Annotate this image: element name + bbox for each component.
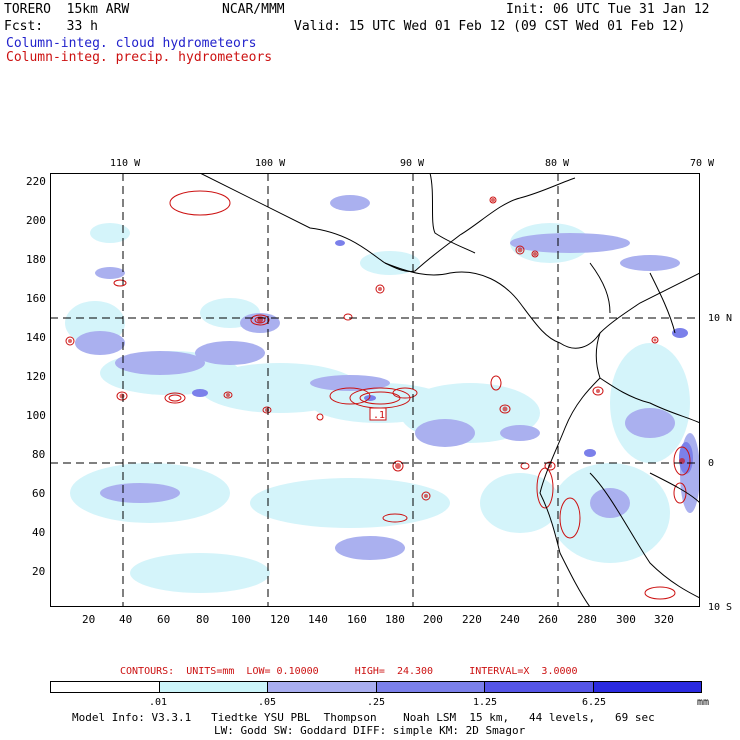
lon-label-100w: 100 W xyxy=(255,158,286,169)
init-time: Init: 06 UTC Tue 31 Jan 12 xyxy=(506,2,710,17)
y-tick: 100 xyxy=(26,409,46,422)
y-tick: 40 xyxy=(32,526,46,539)
y-tick: 220 xyxy=(26,175,46,188)
x-tick: 320 xyxy=(654,613,674,626)
x-tick: 120 xyxy=(270,613,290,626)
lon-label-110w: 110 W xyxy=(110,158,141,169)
contours-info: CONTOURS: UNITS=mm LOW= 0.10000 HIGH= 24… xyxy=(120,666,578,677)
colorbar-label: 6.25 xyxy=(581,697,607,708)
forecast-hour: Fcst: 33 h xyxy=(4,19,98,34)
colorbar-bin xyxy=(485,682,594,692)
colorbar xyxy=(50,681,702,693)
org-label: NCAR/MMM xyxy=(222,2,285,17)
precip-contours xyxy=(65,190,691,600)
colorbar-bin xyxy=(51,682,160,692)
x-tick: 280 xyxy=(577,613,597,626)
model-title: TORERO 15km ARW xyxy=(4,2,130,17)
lon-label-80w: 80 W xyxy=(545,158,570,169)
x-tick: 200 xyxy=(423,613,443,626)
field-precip-label: Column-integ. precip. hydrometeors xyxy=(6,50,273,65)
y-tick: 160 xyxy=(26,292,46,305)
x-tick: 140 xyxy=(308,613,328,626)
model-info-line2: LW: Godd SW: Goddard DIFF: simple KM: 2D… xyxy=(214,724,526,737)
colorbar-label: .05 xyxy=(257,697,277,708)
x-tick: 40 xyxy=(119,613,133,626)
x-tick: 60 xyxy=(157,613,171,626)
x-tick: 220 xyxy=(462,613,482,626)
x-tick: 20 xyxy=(82,613,96,626)
field-cloud-label: Column-integ. cloud hydrometeors xyxy=(6,36,257,51)
cloud-field-medium xyxy=(75,195,700,560)
x-tick: 80 xyxy=(196,613,210,626)
model-info-line1: Model Info: V3.3.1 Tiedtke YSU PBL Thomp… xyxy=(72,711,655,724)
y-tick: 200 xyxy=(26,214,46,227)
y-tick: 80 xyxy=(32,448,46,461)
y-tick: 120 xyxy=(26,370,46,383)
colorbar-bin xyxy=(159,682,268,692)
valid-time: Valid: 15 UTC Wed 01 Feb 12 (09 CST Wed … xyxy=(294,19,686,34)
colorbar-label: .01 xyxy=(148,697,168,708)
y-tick: 20 xyxy=(32,565,46,578)
lat-label-10n: 10 N xyxy=(708,313,733,324)
lon-label-90w: 90 W xyxy=(400,158,425,169)
y-tick: 140 xyxy=(26,331,46,344)
contour-annotation: .1 xyxy=(373,410,386,421)
x-tick: 160 xyxy=(347,613,367,626)
x-tick: 100 xyxy=(231,613,251,626)
x-tick: 180 xyxy=(385,613,405,626)
y-tick: 180 xyxy=(26,253,46,266)
x-tick: 300 xyxy=(616,613,636,626)
coastlines xyxy=(199,173,700,607)
colorbar-label: 1.25 xyxy=(472,697,498,708)
lon-label-70w: 70 W xyxy=(690,158,715,169)
colorbar-unit: mm xyxy=(696,697,710,708)
colorbar-bin xyxy=(376,682,485,692)
x-tick: 260 xyxy=(538,613,558,626)
colorbar-label: .25 xyxy=(366,697,386,708)
lat-label-0: 0 xyxy=(708,458,715,469)
lat-label-10s: 10 S xyxy=(708,602,733,613)
colorbar-bin xyxy=(593,682,701,692)
y-tick: 60 xyxy=(32,487,46,500)
graticule xyxy=(50,173,700,607)
x-tick: 240 xyxy=(500,613,520,626)
map-panel xyxy=(50,173,700,607)
colorbar-bin xyxy=(268,682,377,692)
